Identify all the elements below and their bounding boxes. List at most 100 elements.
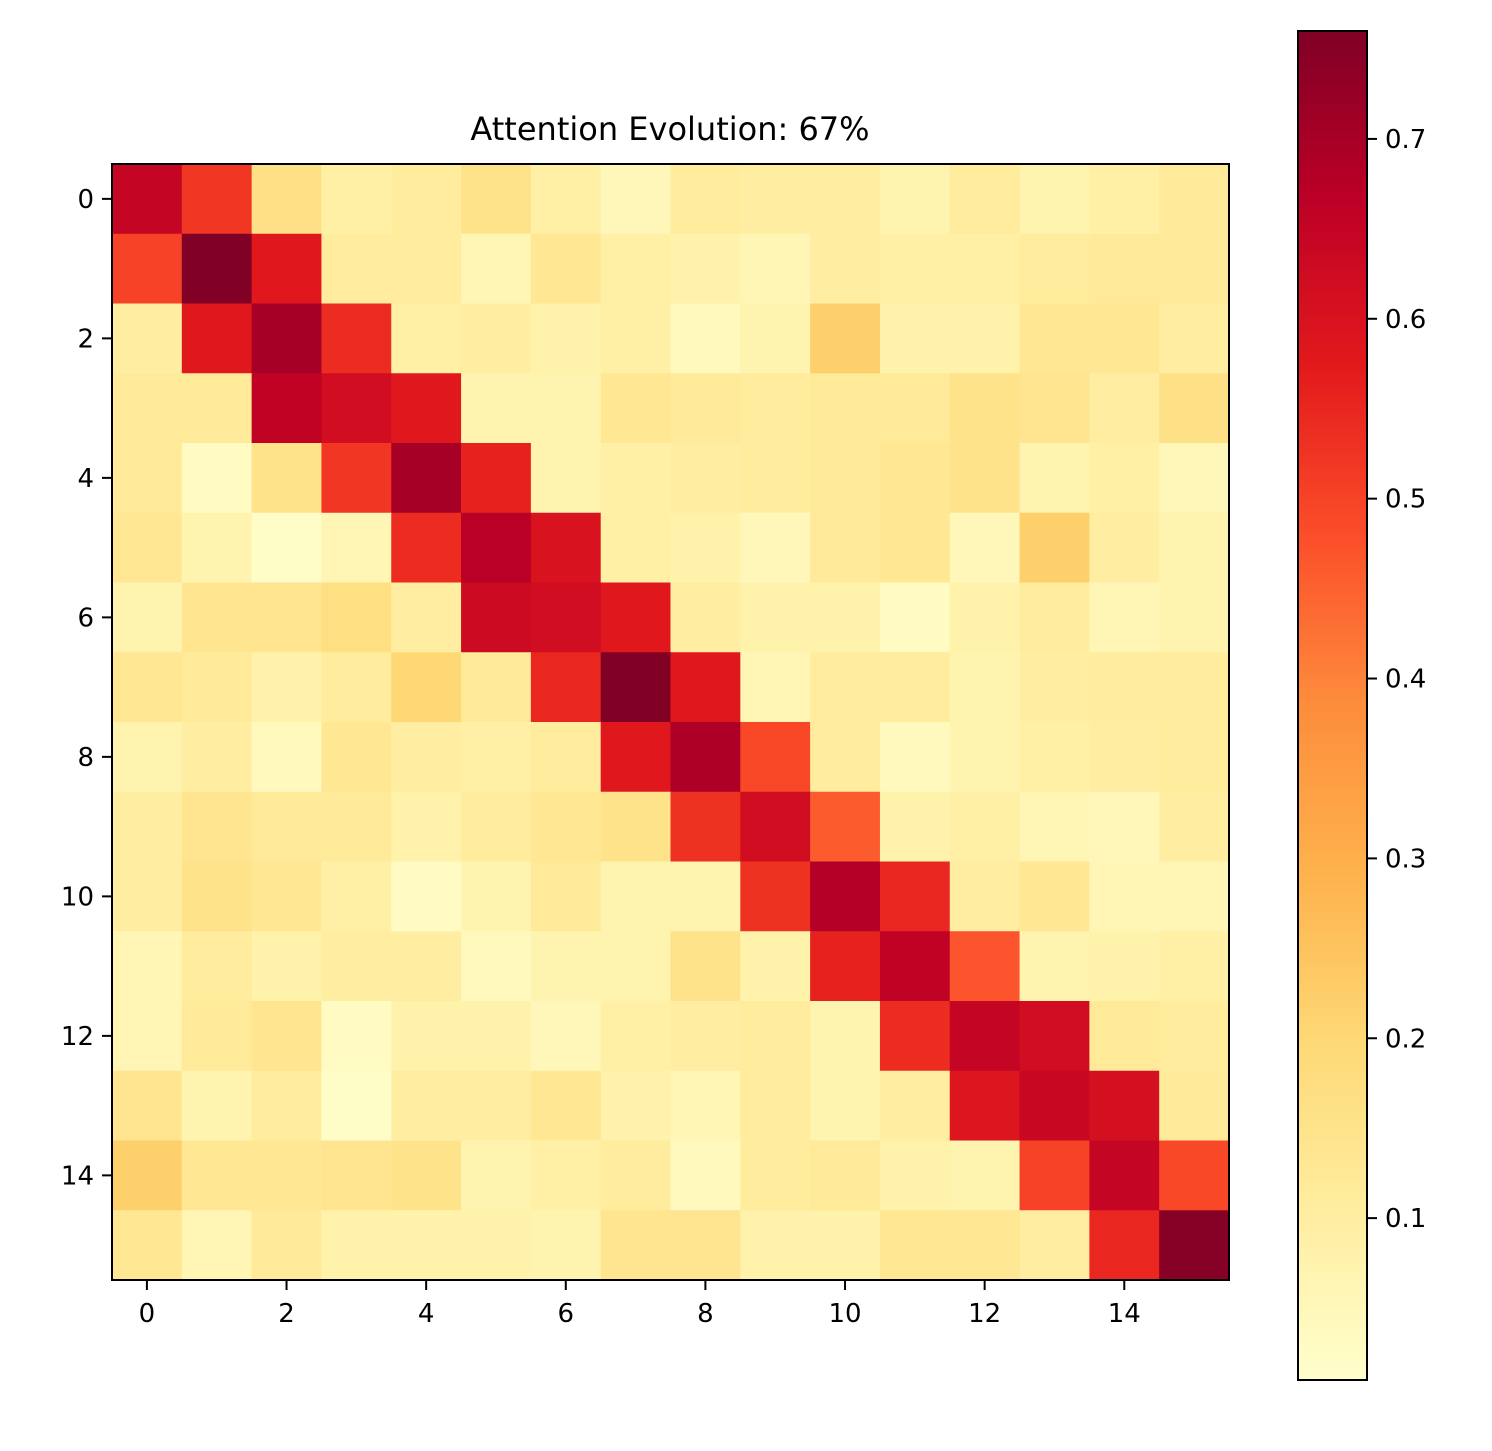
heatmap-cell-r12-c1 [181, 1001, 253, 1072]
heatmap-cell-r1-c14 [1089, 233, 1160, 305]
heatmap-cell-r10-c2 [251, 861, 323, 932]
heatmap-cell-r13-c1 [181, 1070, 253, 1142]
heatmap-cell-r5-c1 [181, 512, 253, 584]
y-tick-label: 2 [77, 324, 94, 354]
x-tick-label: 14 [1108, 1299, 1141, 1329]
heatmap-cell-r6-c11 [879, 582, 951, 653]
heatmap-cell-r10-c3 [321, 861, 392, 932]
heatmap-cell-r13-c5 [461, 1070, 532, 1142]
heatmap-cell-r10-c6 [530, 861, 602, 932]
heatmap-cell-r5-c12 [949, 512, 1021, 584]
heatmap-cell-r12-c6 [530, 1001, 602, 1072]
heatmap-cell-r4-c13 [1019, 443, 1090, 514]
heatmap-cell-r4-c7 [600, 443, 672, 514]
heatmap-cell-r4-c9 [740, 443, 811, 514]
heatmap-cell-r1-c15 [1159, 233, 1230, 305]
heatmap-cell-r15-c0 [112, 1210, 183, 1281]
heatmap-cell-r14-c2 [251, 1140, 323, 1211]
heatmap-cell-r4-c1 [181, 443, 253, 514]
heatmap-cell-r4-c15 [1159, 443, 1230, 514]
x-tick-label: 12 [968, 1299, 1001, 1329]
heatmap-cell-r1-c1 [181, 233, 253, 305]
heatmap-cell-r14-c6 [530, 1140, 602, 1211]
heatmap-cell-r8-c5 [461, 722, 532, 793]
heatmap-cell-r10-c15 [1159, 861, 1230, 932]
heatmap-cell-r15-c7 [600, 1210, 672, 1281]
heatmap-cell-r2-c8 [670, 303, 741, 374]
heatmap-cell-r10-c8 [670, 861, 741, 932]
heatmap-cell-r13-c6 [530, 1070, 602, 1142]
heatmap-cell-r7-c0 [112, 652, 183, 723]
heatmap-cell-r9-c2 [251, 791, 323, 863]
heatmap-cell-r13-c11 [879, 1070, 951, 1142]
colorbar-tick-label: 0.6 [1385, 305, 1426, 335]
colorbar-tick-label: 0.1 [1385, 1204, 1426, 1234]
heatmap-cell-r12-c14 [1089, 1001, 1160, 1072]
heatmap-cell-r6-c0 [112, 582, 183, 653]
heatmap-cell-r15-c3 [321, 1210, 392, 1281]
heatmap-cell-r9-c5 [461, 791, 532, 863]
heatmap-cell-r11-c10 [810, 931, 881, 1002]
heatmap-cell-r9-c13 [1019, 791, 1090, 863]
heatmap-cell-r5-c9 [740, 512, 811, 584]
heatmap-cell-r8-c10 [810, 722, 881, 793]
colorbar-tick-label: 0.4 [1385, 665, 1426, 695]
heatmap-cell-r5-c13 [1019, 512, 1090, 584]
x-tick-label: 10 [828, 1299, 861, 1329]
heatmap-cell-r1-c2 [251, 233, 323, 305]
heatmap-cell-r2-c6 [530, 303, 602, 374]
heatmap-cell-r14-c1 [181, 1140, 253, 1211]
heatmap-cell-r2-c7 [600, 303, 672, 374]
heatmap-cell-r7-c12 [949, 652, 1021, 723]
heatmap-cell-r15-c5 [461, 1210, 532, 1281]
heatmap-cell-r11-c0 [112, 931, 183, 1002]
heatmap-cell-r1-c12 [949, 233, 1021, 305]
heatmap-cell-r15-c11 [879, 1210, 951, 1281]
heatmap-cell-r10-c9 [740, 861, 811, 932]
heatmap-cell-r3-c6 [530, 373, 602, 444]
plot-frame [111, 163, 1230, 1281]
heatmap-cell-r12-c12 [949, 1001, 1021, 1072]
heatmap-cell-r13-c3 [321, 1070, 392, 1142]
heatmap-cell-r9-c10 [810, 791, 881, 863]
heatmap-cell-r14-c3 [321, 1140, 392, 1211]
heatmap-cell-r11-c11 [879, 931, 951, 1002]
heatmap-cell-r6-c6 [530, 582, 602, 653]
heatmap-cell-r13-c14 [1089, 1070, 1160, 1142]
heatmap-cell-r4-c4 [391, 443, 462, 514]
heatmap-cell-r7-c10 [810, 652, 881, 723]
heatmap-cell-r15-c2 [251, 1210, 323, 1281]
heatmap-cell-r2-c15 [1159, 303, 1230, 374]
heatmap-cell-r13-c7 [600, 1070, 672, 1142]
heatmap-cell-r14-c5 [461, 1140, 532, 1211]
heatmap-cell-r8-c11 [879, 722, 951, 793]
heatmap-cell-r9-c8 [670, 791, 741, 863]
heatmap-cell-r5-c2 [251, 512, 323, 584]
y-tick-label: 6 [77, 603, 94, 633]
heatmap-cell-r10-c12 [949, 861, 1021, 932]
heatmap-cell-r3-c2 [251, 373, 323, 444]
heatmap-cell-r11-c15 [1159, 931, 1230, 1002]
heatmap-cell-r2-c5 [461, 303, 532, 374]
heatmap-cell-r12-c3 [321, 1001, 392, 1072]
heatmap-cell-r8-c14 [1089, 722, 1160, 793]
heatmap-cell-r5-c14 [1089, 512, 1160, 584]
heatmap-cell-r5-c6 [530, 512, 602, 584]
heatmap-cell-r3-c12 [949, 373, 1021, 444]
heatmap-cell-r3-c0 [112, 373, 183, 444]
heatmap-cell-r11-c2 [251, 931, 323, 1002]
colorbar-tick-label: 0.7 [1385, 125, 1426, 155]
heatmap-cell-r7-c5 [461, 652, 532, 723]
heatmap-cell-r2-c10 [810, 303, 881, 374]
colorbar-tick-label: 0.2 [1385, 1024, 1426, 1054]
heatmap-cell-r14-c4 [391, 1140, 462, 1211]
heatmap-cell-r5-c4 [391, 512, 462, 584]
heatmap-cell-r13-c10 [810, 1070, 881, 1142]
colorbar-tick-label: 0.5 [1385, 485, 1426, 515]
heatmap-cell-r13-c8 [670, 1070, 741, 1142]
heatmap-cell-r6-c5 [461, 582, 532, 653]
heatmap-cell-r15-c12 [949, 1210, 1021, 1281]
heatmap-cell-r14-c15 [1159, 1140, 1230, 1211]
heatmap-cell-r12-c7 [600, 1001, 672, 1072]
heatmap-cell-r0-c8 [670, 164, 741, 235]
